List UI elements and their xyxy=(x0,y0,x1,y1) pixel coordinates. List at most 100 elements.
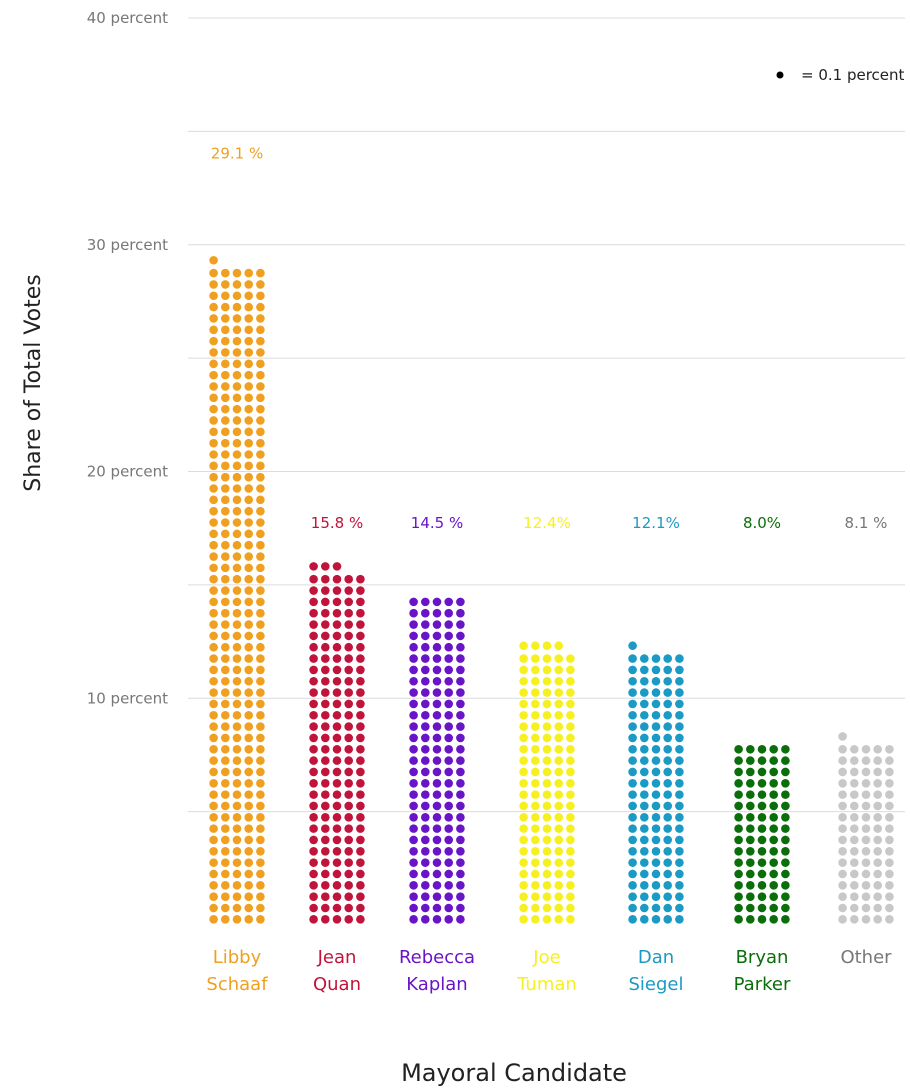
vote-dot xyxy=(332,620,342,629)
vote-dot xyxy=(651,915,661,924)
vote-dot xyxy=(519,881,528,890)
vote-dot xyxy=(309,620,318,629)
vote-dot xyxy=(256,438,265,448)
vote-dot xyxy=(542,881,552,890)
vote-dot xyxy=(209,450,218,459)
vote-dot xyxy=(675,858,684,867)
vote-dot xyxy=(209,608,218,618)
vote-dot xyxy=(734,756,743,765)
vote-dot xyxy=(244,710,253,720)
vote-dot xyxy=(256,393,265,403)
vote-dot xyxy=(566,858,575,867)
vote-dot xyxy=(421,903,430,913)
vote-dot xyxy=(409,892,418,901)
vote-dot xyxy=(444,801,454,811)
vote-dot xyxy=(531,641,540,651)
vote-dot xyxy=(332,562,342,571)
vote-dot xyxy=(781,790,790,799)
vote-dot xyxy=(746,812,755,822)
vote-dot xyxy=(861,903,871,913)
vote-dot xyxy=(209,427,218,437)
vote-dot xyxy=(746,778,755,788)
vote-dot xyxy=(344,801,354,811)
vote-dot xyxy=(332,631,342,641)
vote-dot xyxy=(873,767,882,777)
vote-dot xyxy=(554,744,563,754)
vote-dot xyxy=(256,359,265,369)
vote-dot xyxy=(209,359,218,369)
vote-dot xyxy=(519,767,528,777)
vote-dot xyxy=(344,722,354,731)
vote-dot xyxy=(421,892,430,901)
vote-dot xyxy=(421,881,430,890)
vote-dot xyxy=(421,801,430,811)
vote-dot xyxy=(432,847,442,856)
vote-dot xyxy=(232,620,242,629)
vote-dot xyxy=(356,688,365,697)
vote-dot xyxy=(232,563,242,573)
vote-dot xyxy=(221,472,230,482)
vote-dot xyxy=(321,915,330,924)
vote-dot xyxy=(421,642,430,652)
vote-dot xyxy=(256,699,265,709)
vote-dot xyxy=(746,881,755,890)
vote-dot xyxy=(321,790,330,799)
vote-dot xyxy=(663,903,672,913)
vote-dot xyxy=(432,722,442,731)
vote-dot xyxy=(321,597,330,607)
vote-dot xyxy=(861,881,871,890)
vote-dot xyxy=(244,801,253,811)
vote-dot xyxy=(566,699,575,709)
vote-dot xyxy=(781,858,790,867)
vote-dot xyxy=(232,348,242,357)
vote-dot xyxy=(628,699,637,709)
vote-dot xyxy=(221,416,230,425)
vote-dot xyxy=(663,744,672,754)
vote-dot xyxy=(344,699,354,709)
vote-dot xyxy=(444,654,454,663)
vote-dot xyxy=(850,847,859,856)
vote-dot xyxy=(640,722,649,731)
vote-dot xyxy=(221,812,230,822)
vote-dot xyxy=(554,915,563,924)
vote-dot xyxy=(244,892,253,901)
vote-dot xyxy=(769,756,778,765)
vote-dot xyxy=(651,756,661,765)
vote-dot xyxy=(769,892,778,901)
vote-dot xyxy=(885,858,894,867)
vote-dot xyxy=(873,790,882,799)
vote-dot xyxy=(531,915,540,924)
vote-dot xyxy=(850,835,859,845)
vote-dot xyxy=(332,756,342,765)
vote-dot xyxy=(444,892,454,901)
vote-dot xyxy=(209,325,218,335)
vote-dot xyxy=(409,756,418,765)
vote-dot xyxy=(861,767,871,777)
vote-dot xyxy=(746,824,755,833)
vote-dot xyxy=(651,654,661,663)
vote-dot xyxy=(409,915,418,924)
vote-dot xyxy=(221,915,230,924)
vote-dot xyxy=(232,574,242,584)
vote-dot xyxy=(566,665,575,675)
vote-dot xyxy=(456,881,465,890)
vote-dot xyxy=(356,858,365,867)
vote-dot xyxy=(232,484,242,493)
vote-dot xyxy=(356,881,365,890)
vote-dot xyxy=(256,280,265,289)
vote-dot xyxy=(628,915,637,924)
vote-dot xyxy=(209,574,218,584)
vote-dot xyxy=(444,858,454,867)
vote-dot xyxy=(209,915,218,924)
vote-dot xyxy=(734,858,743,867)
vote-dot xyxy=(444,767,454,777)
vote-dot xyxy=(256,314,265,323)
vote-dot xyxy=(873,858,882,867)
vote-dot xyxy=(232,869,242,879)
vote-dot xyxy=(209,733,218,743)
vote-dot xyxy=(244,699,253,709)
vote-dot xyxy=(421,608,430,618)
vote-dot xyxy=(850,869,859,879)
vote-dot xyxy=(628,903,637,913)
vote-dot xyxy=(421,824,430,833)
